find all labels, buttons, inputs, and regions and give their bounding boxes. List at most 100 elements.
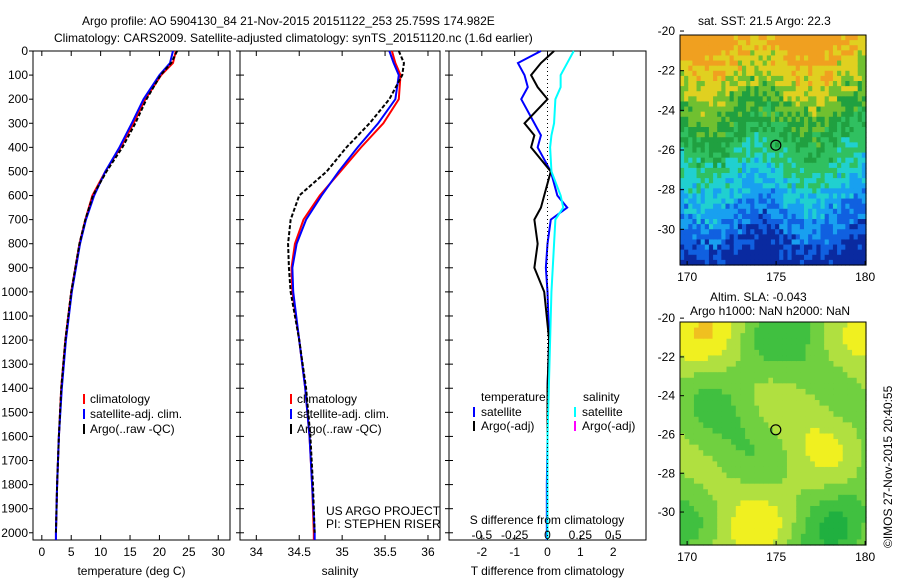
map-cell xyxy=(726,522,732,529)
map-cell xyxy=(779,234,784,241)
map-cell xyxy=(762,65,768,72)
map-cell xyxy=(713,229,718,235)
map-cell xyxy=(688,219,693,225)
map-cell xyxy=(762,173,768,179)
map-cell xyxy=(852,444,858,451)
map-cell xyxy=(704,249,710,256)
map-cell xyxy=(845,132,851,138)
credit-text: ©IMOS 27-Nov-2015 20:40:55 xyxy=(881,385,895,548)
map-cell xyxy=(791,422,797,429)
map-cell xyxy=(700,198,706,205)
map-cell xyxy=(703,455,709,462)
map-cell xyxy=(766,55,772,62)
map-cell xyxy=(708,106,714,113)
map-cell xyxy=(717,183,722,189)
map-cell xyxy=(692,239,698,246)
map-cell xyxy=(726,344,732,351)
map-cell xyxy=(680,234,685,241)
map-cell xyxy=(838,327,844,334)
map-cell xyxy=(804,219,809,225)
map-cell xyxy=(740,450,746,457)
map-cell xyxy=(770,178,776,184)
map-cell xyxy=(735,500,742,507)
map-cell xyxy=(693,377,700,384)
map-cell xyxy=(770,132,776,138)
map-cell xyxy=(726,327,732,334)
map-cell xyxy=(688,142,693,149)
map-cell xyxy=(777,444,783,451)
map-cell xyxy=(852,427,858,435)
map-cell xyxy=(800,439,807,446)
map-cell xyxy=(812,40,817,46)
map-cell xyxy=(749,533,755,541)
map-cell xyxy=(704,234,710,241)
map-cell xyxy=(796,361,802,368)
map-cell xyxy=(857,259,863,266)
map-cell xyxy=(737,142,743,149)
map-cell xyxy=(849,244,855,251)
map-cell xyxy=(810,483,816,490)
map-cell xyxy=(762,249,768,256)
map-cell xyxy=(762,40,768,46)
map-cell xyxy=(717,254,722,261)
map-cell xyxy=(703,383,709,390)
map-cell xyxy=(808,244,813,251)
map-cell xyxy=(745,533,751,541)
map-cell xyxy=(680,111,685,118)
map-cell xyxy=(808,188,813,195)
map-cell xyxy=(737,111,743,118)
map-cell xyxy=(721,116,727,123)
map-cell xyxy=(700,249,706,256)
map-cell xyxy=(708,116,714,123)
map-cell xyxy=(750,249,755,256)
map-cell xyxy=(696,50,702,57)
map-cell xyxy=(698,433,704,440)
map-cell xyxy=(777,478,783,485)
map-cell xyxy=(816,208,822,215)
y-tick-label: 0 xyxy=(21,44,28,58)
map-cell xyxy=(791,65,797,72)
map-cell xyxy=(814,528,821,535)
map-cell xyxy=(787,198,793,205)
map-cell xyxy=(717,338,723,345)
map-cell xyxy=(832,40,838,46)
map-cell xyxy=(773,461,779,468)
map-cell xyxy=(758,127,764,133)
map-cell xyxy=(841,173,846,179)
map-cell xyxy=(737,86,743,92)
map-cell xyxy=(750,96,755,103)
map-cell xyxy=(768,455,774,462)
map-cell xyxy=(777,400,783,407)
map-cell xyxy=(704,219,710,225)
map-cell xyxy=(791,489,797,496)
map-cell xyxy=(832,147,838,154)
map-cell xyxy=(852,327,858,334)
map-cell xyxy=(749,444,755,451)
map-cell xyxy=(688,213,693,220)
map-cell xyxy=(721,511,728,518)
map-cell xyxy=(731,366,737,373)
map-cell xyxy=(680,152,685,159)
map-cell xyxy=(684,229,689,235)
map-cell xyxy=(800,539,807,546)
lat-tick-label: -20 xyxy=(658,24,676,38)
map-cell xyxy=(762,81,768,87)
map-cell xyxy=(768,388,774,396)
map-cell xyxy=(791,86,797,92)
map-cell xyxy=(766,213,772,220)
map-cell xyxy=(693,505,700,513)
map-cell xyxy=(754,394,760,401)
map-cell xyxy=(779,193,784,200)
map-cell xyxy=(708,219,714,225)
map-cell xyxy=(712,333,718,340)
map-cell xyxy=(754,327,760,334)
map-cell xyxy=(731,483,737,490)
map-cell xyxy=(692,60,698,67)
map-cell xyxy=(816,91,822,97)
map-cell xyxy=(852,522,858,529)
map-cell xyxy=(782,522,788,529)
map-cell xyxy=(713,249,718,256)
map-cell xyxy=(795,65,801,72)
map-cell xyxy=(762,91,768,97)
legend-swatch xyxy=(473,407,475,417)
